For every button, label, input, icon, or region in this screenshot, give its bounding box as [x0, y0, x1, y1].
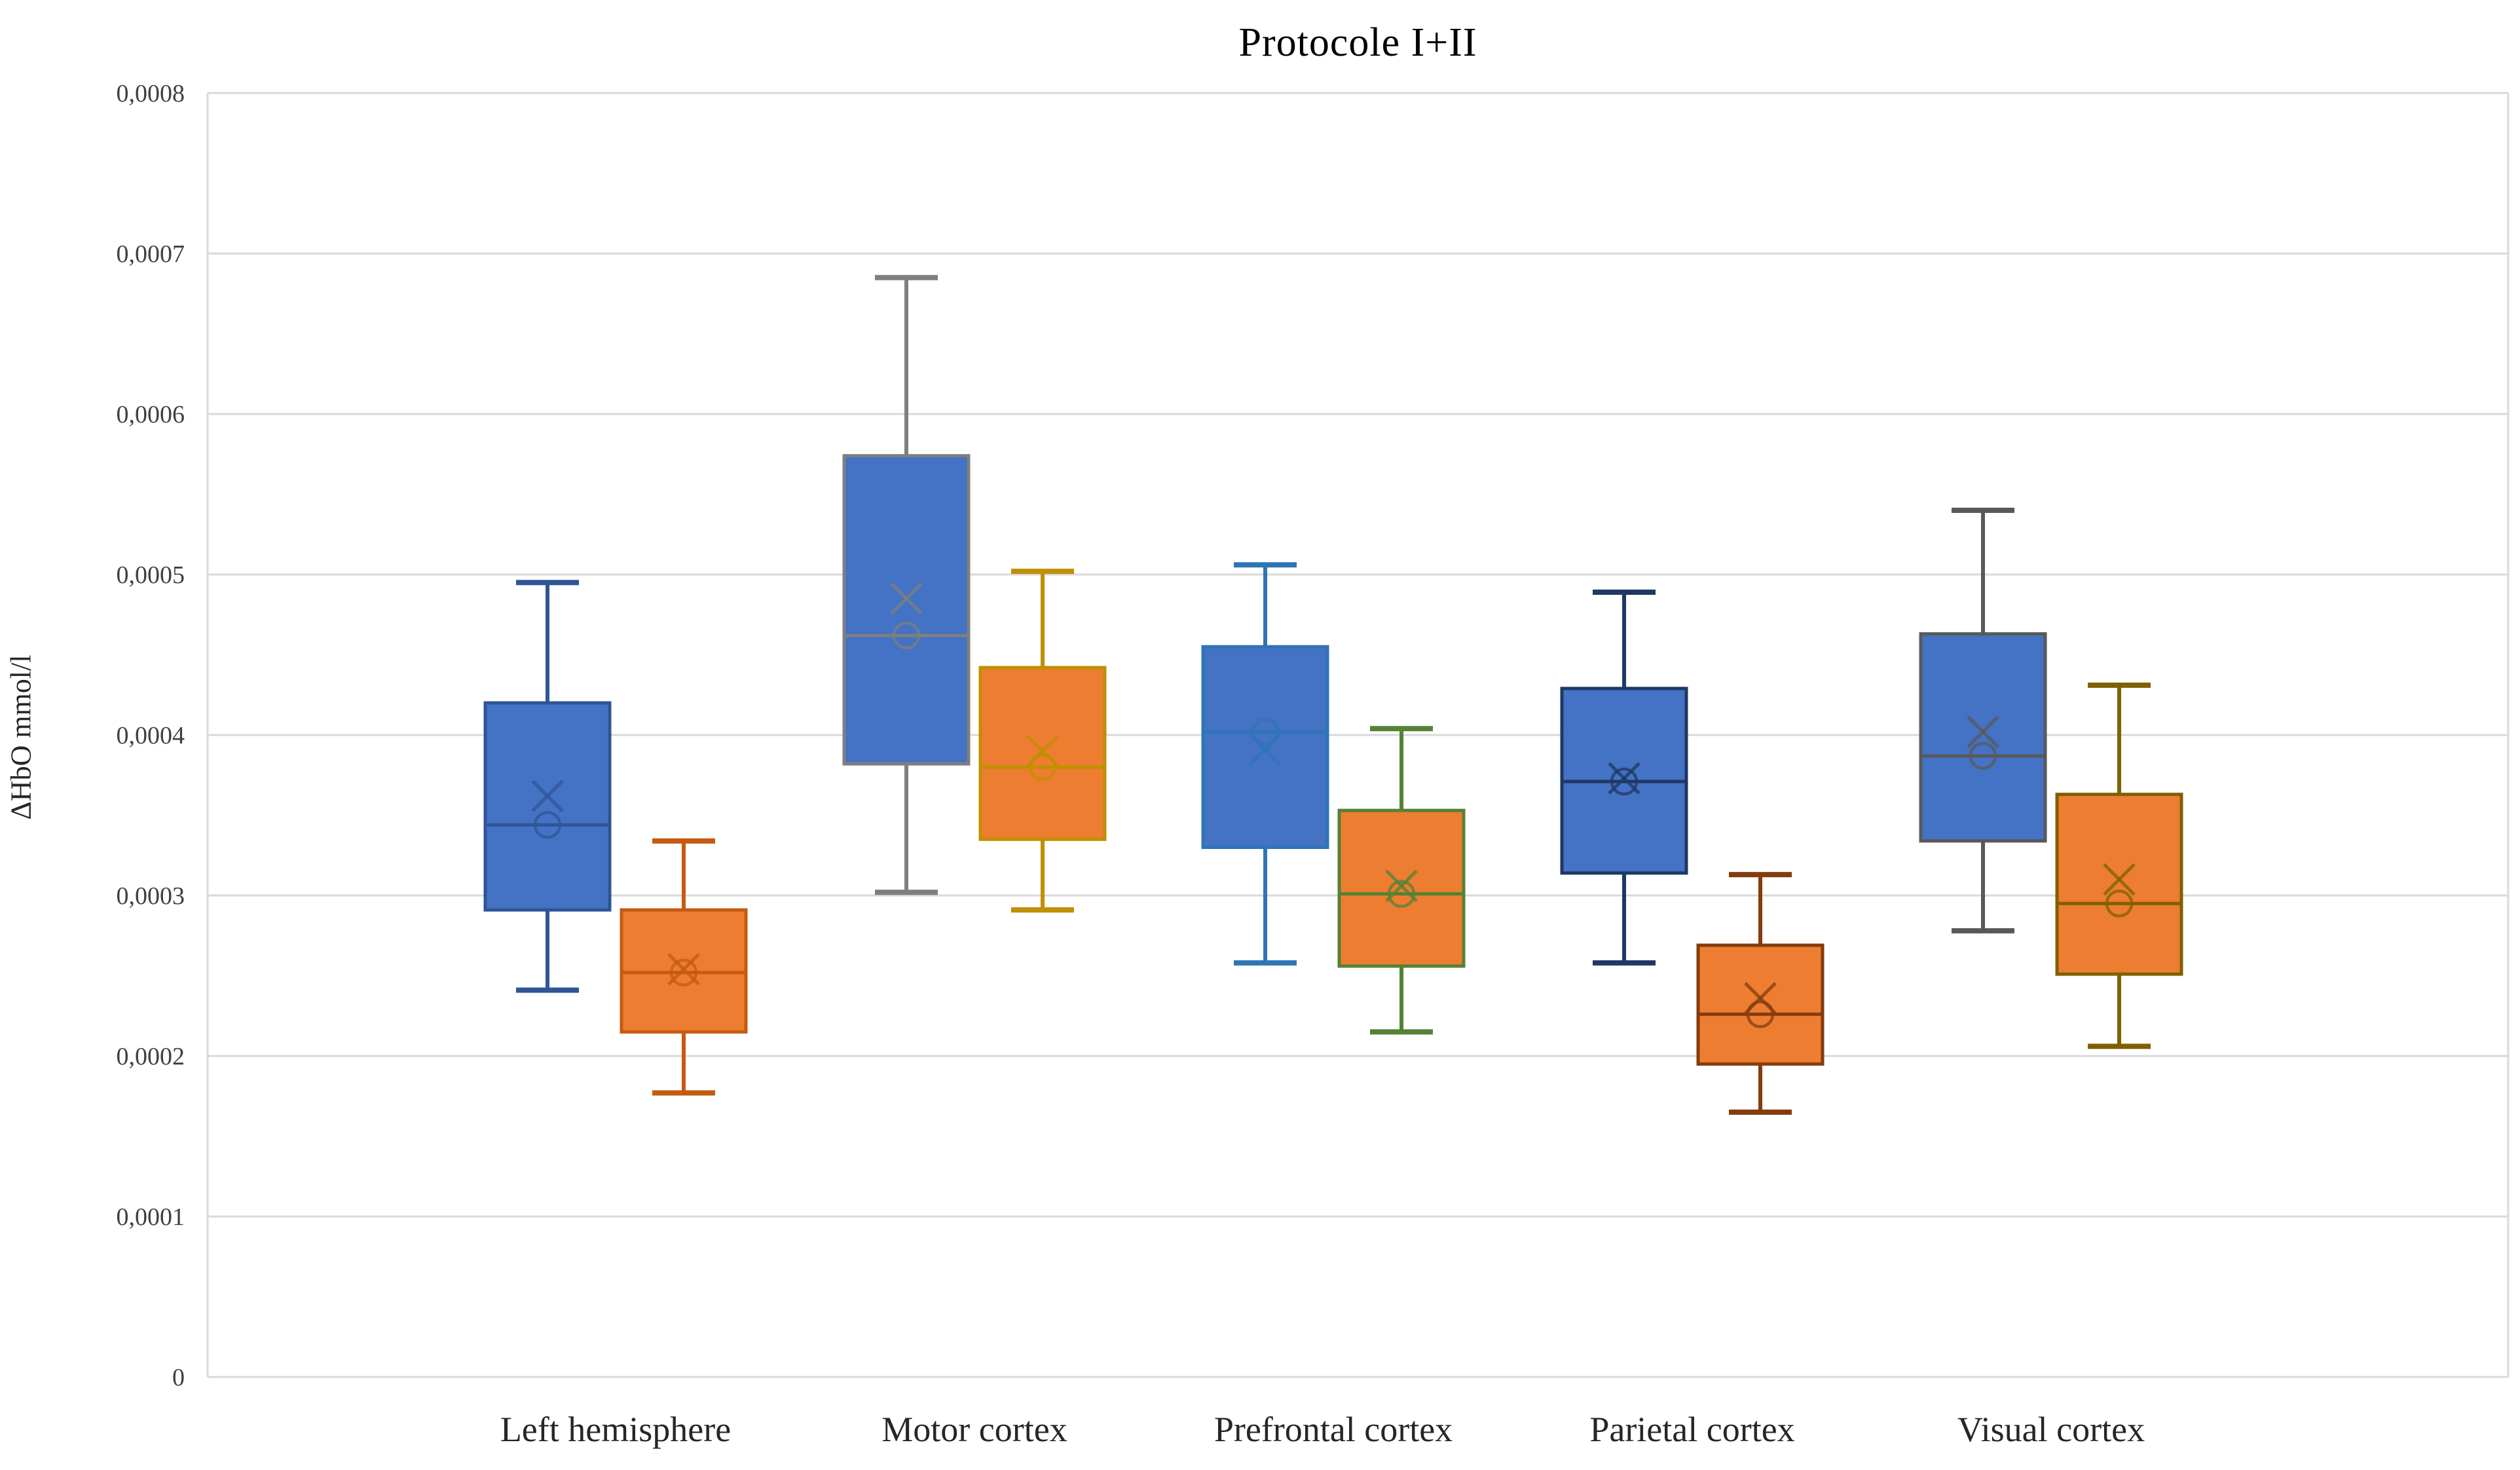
iqr-box — [842, 454, 971, 766]
boxplot-orange-left-hemisphere — [620, 838, 748, 1096]
boxplot-blue-prefrontal-cortex — [1201, 562, 1329, 966]
median-point-marker — [1028, 753, 1057, 782]
median-point-marker — [533, 810, 562, 839]
mean-x-marker — [531, 780, 564, 812]
mean-x-marker — [1249, 733, 1282, 766]
mean-x-marker — [1967, 715, 1999, 748]
mean-x-marker — [1608, 762, 1640, 795]
iqr-box — [2055, 793, 2183, 976]
median-point-marker — [892, 621, 921, 650]
median-point-marker — [1251, 717, 1280, 746]
mean-x-marker — [1385, 869, 1418, 903]
y-tick-label: 0,0003 — [117, 882, 185, 910]
median-point-marker — [1746, 1000, 1775, 1028]
boxplot-orange-prefrontal-cortex — [1337, 726, 1466, 1035]
x-category-label: Left hemisphere — [500, 1410, 731, 1449]
mean-x-marker — [1026, 734, 1059, 768]
chart-title: Protocole I+II — [1238, 20, 1477, 65]
y-tick-label: 0,0005 — [117, 561, 185, 589]
y-tick-label: 0,0007 — [117, 240, 185, 268]
mean-x-marker — [1744, 982, 1777, 1015]
iqr-box — [1201, 645, 1329, 849]
y-tick-label: 0,0002 — [117, 1043, 185, 1070]
mean-x-marker — [667, 952, 700, 986]
iqr-box — [1696, 943, 1825, 1066]
x-category-label: Parietal cortex — [1589, 1410, 1794, 1449]
x-category-label: Prefrontal cortex — [1214, 1410, 1453, 1449]
median-point-marker — [1610, 767, 1639, 796]
x-category-label: Visual cortex — [1957, 1410, 2145, 1449]
y-tick-label: 0,0001 — [117, 1203, 185, 1231]
mean-x-marker — [890, 582, 923, 615]
iqr-box — [1919, 632, 2047, 843]
median-point-marker — [1969, 742, 1997, 770]
y-tick-label: 0,0004 — [117, 722, 185, 749]
iqr-box — [1337, 808, 1466, 968]
median-point-marker — [669, 958, 698, 987]
boxplot-blue-motor-cortex — [842, 274, 971, 895]
boxplot-blue-left-hemisphere — [483, 580, 612, 993]
mean-x-marker — [2103, 863, 2136, 896]
y-tick-label: 0 — [172, 1364, 185, 1391]
median-point-marker — [2105, 890, 2134, 918]
boxplot-blue-visual-cortex — [1919, 508, 2047, 933]
iqr-box — [483, 701, 612, 912]
y-tick-label: 0,0006 — [117, 401, 185, 428]
median-point-marker — [1387, 880, 1416, 908]
y-axis-title: ΔHbO mmol/l — [5, 654, 37, 820]
x-category-label: Motor cortex — [881, 1410, 1067, 1449]
boxplot-orange-motor-cortex — [978, 569, 1107, 913]
boxplot-orange-parietal-cortex — [1696, 872, 1825, 1115]
boxplot-orange-visual-cortex — [2055, 683, 2183, 1049]
boxplot-blue-parietal-cortex — [1560, 589, 1688, 966]
y-tick-label: 0,0008 — [117, 80, 185, 107]
